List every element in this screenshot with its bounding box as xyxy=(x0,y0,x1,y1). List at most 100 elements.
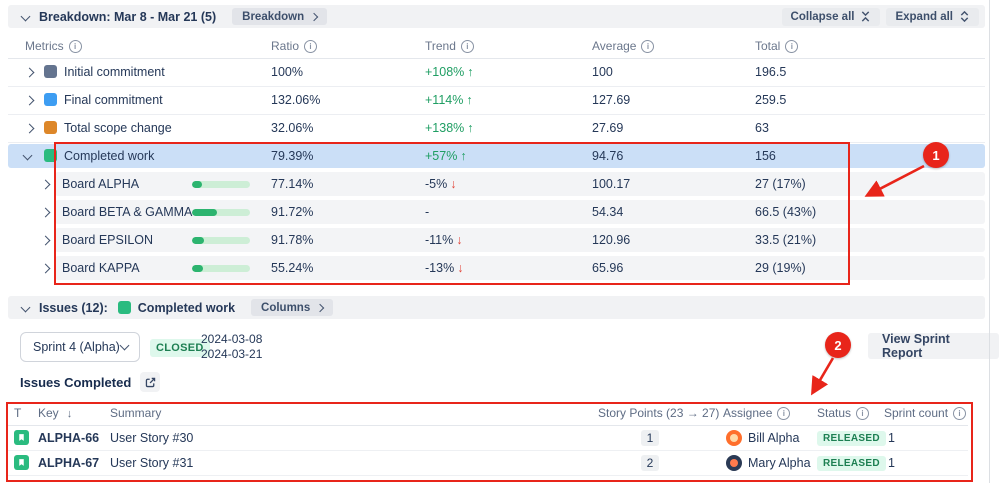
issue-row[interactable]: ALPHA-67 User Story #31 2 Mary Alpha REL… xyxy=(8,451,968,476)
progress-bar xyxy=(192,265,250,272)
issue-key[interactable]: ALPHA-67 xyxy=(38,456,100,470)
metric-label: Final commitment xyxy=(64,93,163,107)
metrics-table-header: Metrics i Ratio i Trend i Average i Total i xyxy=(8,39,985,59)
row-expand-chevron-icon[interactable] xyxy=(40,263,51,274)
metrics-row[interactable]: Board ALPHA 77.14% -5% ↓ 100.17 27 (17%) xyxy=(8,172,985,196)
metrics-row[interactable]: Total scope change 32.06% +138% ↑ 27.69 6… xyxy=(8,116,985,143)
assignee-name[interactable]: Mary Alpha xyxy=(748,456,811,470)
column-header-summary: Summary xyxy=(110,406,162,420)
ratio-value: 55.24% xyxy=(271,261,314,275)
view-sprint-report-button[interactable]: View Sprint Report xyxy=(868,332,999,360)
story-type-icon xyxy=(14,455,29,470)
ratio-value: 91.72% xyxy=(271,205,314,219)
ratio-value: 100% xyxy=(271,65,303,79)
issue-summary[interactable]: User Story #31 xyxy=(110,456,194,470)
chevron-down-icon xyxy=(119,340,130,351)
info-icon[interactable]: i xyxy=(777,407,791,421)
sprint-count-value: 1 xyxy=(888,456,895,470)
assignee-name[interactable]: Bill Alpha xyxy=(748,431,800,445)
info-icon[interactable]: i xyxy=(460,40,474,54)
metrics-row[interactable]: Board EPSILON 91.78% -11% ↓ 120.96 33.5 (… xyxy=(8,228,985,252)
breakdown-section-bar: Breakdown: Mar 8 - Mar 21 (5) Breakdown … xyxy=(8,5,985,28)
info-icon[interactable]: i xyxy=(641,40,655,54)
total-value: 66.5 (43%) xyxy=(755,205,817,219)
metrics-row[interactable]: Initial commitment 100% +108% ↑ 100 196.5 xyxy=(8,60,985,87)
average-value: 100.17 xyxy=(592,177,631,191)
breakdown-button[interactable]: Breakdown xyxy=(232,8,328,25)
trend-value: - xyxy=(425,200,432,224)
column-header-metrics: Metrics i xyxy=(25,39,82,54)
breakdown-button-label: Breakdown xyxy=(242,10,305,23)
trend-arrow-icon: ↑ xyxy=(467,65,474,79)
collapse-all-button[interactable]: Collapse all xyxy=(781,7,881,26)
ratio-value: 91.78% xyxy=(271,233,314,247)
metric-color-swatch xyxy=(44,121,57,134)
progress-bar-fill xyxy=(192,237,205,244)
row-expand-chevron-icon[interactable] xyxy=(24,95,35,106)
row-expand-chevron-icon[interactable] xyxy=(40,207,51,218)
row-expand-chevron-icon[interactable] xyxy=(24,123,35,134)
sprint-selector[interactable]: Sprint 4 (Alpha) xyxy=(20,332,140,362)
open-external-button[interactable] xyxy=(140,372,161,392)
scrollbar-track[interactable] xyxy=(989,0,990,483)
info-icon[interactable]: i xyxy=(785,40,799,54)
average-value: 120.96 xyxy=(592,233,631,247)
trend-arrow-icon: ↓ xyxy=(456,233,463,247)
row-expand-chevron-icon[interactable] xyxy=(40,179,51,190)
row-expand-chevron-icon[interactable] xyxy=(24,67,35,78)
row-expand-chevron-icon[interactable] xyxy=(22,150,33,161)
total-value: 27 (17%) xyxy=(755,177,806,191)
expand-all-label: Expand all xyxy=(895,10,953,23)
issue-summary[interactable]: User Story #30 xyxy=(110,431,194,445)
trend-value: +114% ↑ xyxy=(425,88,473,112)
metrics-row[interactable]: Completed work 79.39% +57% ↑ 94.76 156 xyxy=(8,144,985,168)
expand-all-button[interactable]: Expand all xyxy=(886,7,979,26)
section-collapse-chevron-icon[interactable] xyxy=(20,11,31,22)
ratio-value: 132.06% xyxy=(271,93,321,107)
metric-label: Total scope change xyxy=(64,121,172,135)
trend-value: +138% ↑ xyxy=(425,116,474,140)
issues-section-bar: Issues (12): Completed work Columns xyxy=(8,296,985,319)
info-icon[interactable]: i xyxy=(304,40,318,54)
view-sprint-report-label: View Sprint Report xyxy=(882,332,950,360)
ratio-value: 32.06% xyxy=(271,121,314,135)
completed-work-swatch xyxy=(117,301,131,314)
metric-label: Board ALPHA xyxy=(62,177,140,191)
metrics-table-body: Initial commitment 100% +108% ↑ 100 196.5… xyxy=(8,60,985,284)
sprint-end-date: 2024-03-21 xyxy=(201,347,263,361)
annotation-arrow-2 xyxy=(811,357,835,396)
issues-completed-heading: Issues Completed xyxy=(20,372,161,392)
issue-key[interactable]: ALPHA-66 xyxy=(38,431,100,445)
column-header-average: Average i xyxy=(592,39,655,54)
trend-text: -13% xyxy=(425,261,455,275)
total-value: 196.5 xyxy=(755,65,787,79)
annotation-badge-2: 2 xyxy=(825,332,851,358)
status-badge: RELEASED xyxy=(817,431,886,446)
metrics-row[interactable]: Board BETA & GAMMA 91.72% - 54.34 66.5 (… xyxy=(8,200,985,224)
column-header-sprint-count: Sprint count i xyxy=(884,406,967,421)
info-icon[interactable]: i xyxy=(68,40,82,54)
trend-arrow-icon: ↑ xyxy=(460,149,467,163)
columns-button[interactable]: Columns xyxy=(251,299,334,316)
info-icon[interactable]: i xyxy=(856,407,870,421)
metric-color-swatch xyxy=(44,65,57,78)
section-collapse-chevron-icon[interactable] xyxy=(20,302,31,313)
trend-text: -5% xyxy=(425,177,448,191)
trend-value: -11% ↓ xyxy=(425,228,463,252)
issue-row[interactable]: ALPHA-66 User Story #30 1 Bill Alpha REL… xyxy=(8,426,968,451)
metrics-row[interactable]: Final commitment 132.06% +114% ↑ 127.69 2… xyxy=(8,88,985,115)
column-header-key[interactable]: Key ↓ xyxy=(38,406,73,420)
average-value: 54.34 xyxy=(592,205,624,219)
chevron-right-icon xyxy=(309,12,319,21)
issues-title: Issues (12): xyxy=(39,300,108,315)
progress-bar-fill xyxy=(192,181,202,188)
issues-filter-label: Completed work xyxy=(137,300,236,315)
sprint-dates: 2024-03-08 2024-03-21 xyxy=(201,332,262,362)
row-expand-chevron-icon[interactable] xyxy=(40,235,51,246)
metric-color-swatch xyxy=(44,93,57,106)
external-link-icon xyxy=(145,377,155,387)
metrics-row[interactable]: Board KAPPA 55.24% -13% ↓ 65.96 29 (19%) xyxy=(8,256,985,280)
info-icon[interactable]: i xyxy=(953,407,967,421)
sprint-selector-value: Sprint 4 (Alpha) xyxy=(33,340,120,354)
